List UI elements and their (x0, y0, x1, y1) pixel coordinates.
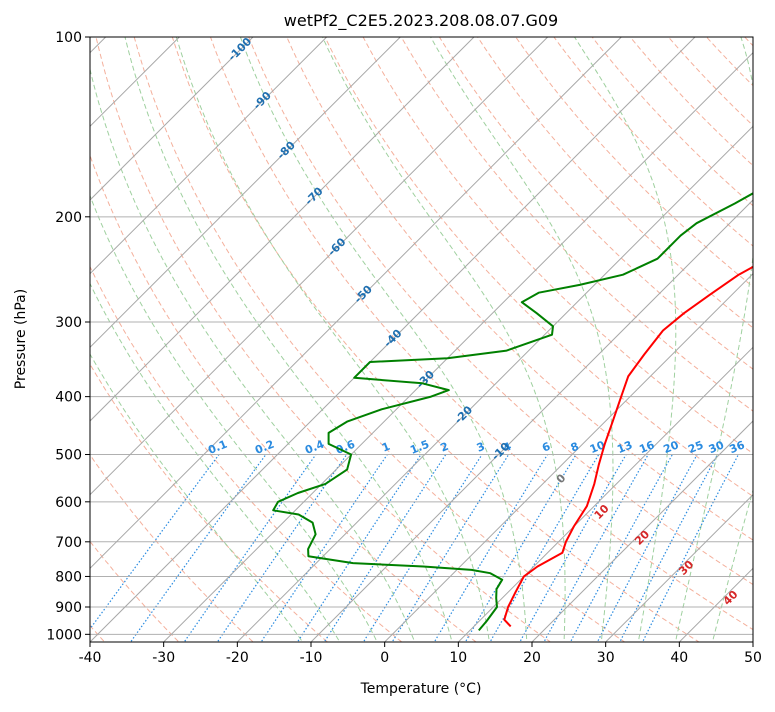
theta-e-label: 40 (721, 588, 741, 608)
isotherm (0, 37, 474, 642)
mixing-ratio-label: 6 (540, 440, 552, 455)
theta-e-label: 10 (592, 502, 612, 522)
isotherm (753, 37, 775, 642)
moist-adiabat (431, 37, 613, 647)
y-tick-label: 900 (55, 600, 82, 616)
y-tick-label: 1000 (46, 627, 82, 643)
y-tick-label: 200 (55, 210, 82, 226)
dry-adiabat (206, 24, 775, 647)
moist-adiabat (674, 37, 759, 647)
isotherm (237, 37, 775, 642)
y-tick-label: 600 (55, 495, 82, 511)
dry-adiabat (582, 24, 775, 647)
mixing-ratio-label: 25 (686, 438, 705, 456)
moist-adiabat (711, 37, 775, 647)
moist-adiabat (48, 37, 380, 647)
mixing-ratio-label: 0.4 (303, 437, 326, 456)
mixing-ratio-label: 16 (637, 438, 656, 456)
isotherm (0, 37, 327, 642)
mixing-ratio-label: 36 (728, 438, 747, 456)
mixing-ratio-line (360, 455, 482, 648)
x-tick-label: 0 (380, 650, 389, 666)
dry-adiabat (131, 24, 632, 647)
isotherm (0, 37, 253, 642)
x-tick-label: 20 (523, 650, 541, 666)
y-tick-label: 800 (55, 569, 82, 585)
x-tick-label: 30 (597, 650, 615, 666)
x-tick-label: 10 (449, 650, 467, 666)
dry-adiabat (281, 24, 775, 647)
mixing-ratio-line (568, 455, 673, 648)
mixing-ratio-label: 20 (662, 438, 681, 456)
theta-e-label: 0 (554, 471, 569, 486)
x-axis-label: Temperature (°C) (360, 681, 482, 697)
isotherm (311, 37, 775, 642)
isotherm-label: -90 (251, 89, 274, 112)
x-tick-label: 50 (744, 650, 762, 666)
mixing-ratio-label: 2 (439, 440, 451, 455)
mixing-ratio-label: 13 (615, 438, 634, 456)
y-tick-label: 400 (55, 390, 82, 406)
mixing-ratio-line (640, 455, 738, 648)
x-tick-label: -40 (79, 650, 102, 666)
mixing-ratio-label: 30 (707, 438, 726, 456)
isotherm (164, 37, 769, 642)
x-tick-label: 40 (670, 650, 688, 666)
dry-adiabat (732, 24, 775, 647)
isotherm (458, 37, 775, 642)
dry-adiabat (18, 24, 408, 647)
y-tick-label: 100 (55, 30, 82, 46)
y-tick-label: 700 (55, 535, 82, 551)
isotherm-label: -80 (275, 138, 298, 161)
dry-adiabat (770, 24, 775, 647)
theta-e-label: 20 (632, 527, 652, 547)
moist-adiabat (575, 37, 676, 647)
isotherm-label: -20 (452, 403, 475, 426)
y-axis-label: Pressure (hPa) (13, 289, 29, 389)
isotherm (16, 37, 621, 642)
dry-adiabat (469, 24, 775, 647)
mixing-ratio-label: 3 (475, 440, 487, 455)
moist-adiabat (125, 37, 453, 647)
mixing-ratio-label: 1 (380, 440, 392, 455)
dry-adiabat (394, 24, 775, 647)
mixing-ratio-line (389, 455, 508, 648)
isotherm (385, 37, 775, 642)
x-tick-label: -20 (226, 650, 249, 666)
y-tick-label: 300 (55, 315, 82, 331)
moist-adiabat (176, 37, 490, 647)
isotherm (679, 37, 775, 642)
chart-title: wetPf2_C2E5.2023.208.08.07.G09 (284, 11, 558, 31)
x-tick-label: -30 (152, 650, 175, 666)
mixing-ratio-line (321, 455, 446, 648)
dry-adiabat (0, 24, 258, 647)
x-tick-label: -10 (300, 650, 323, 666)
isotherm (606, 37, 775, 642)
moist-adiabat (17, 37, 343, 647)
y-tick-label: 500 (55, 448, 82, 464)
isotherm (0, 37, 400, 642)
dry-adiabat (657, 24, 775, 647)
